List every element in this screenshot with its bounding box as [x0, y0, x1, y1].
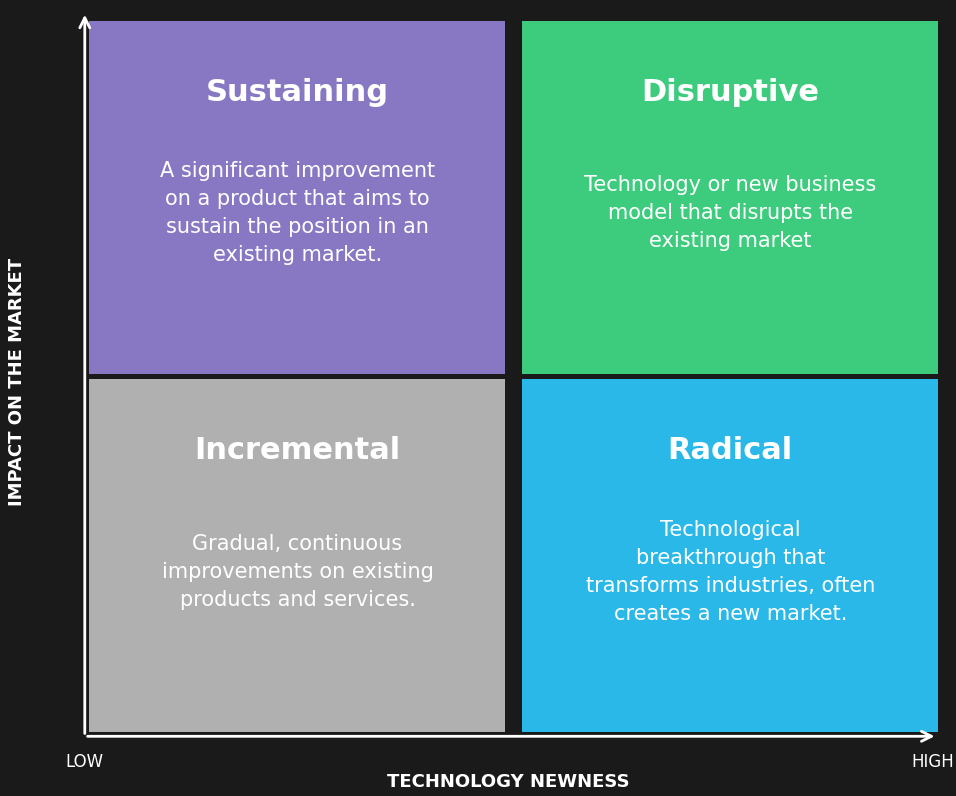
- Text: LOW: LOW: [66, 753, 104, 771]
- Text: Sustaining: Sustaining: [206, 78, 389, 107]
- Text: Technological
breakthrough that
transforms industries, often
creates a new marke: Technological breakthrough that transfor…: [586, 520, 875, 623]
- Text: IMPACT ON THE MARKET: IMPACT ON THE MARKET: [8, 258, 26, 506]
- Text: TECHNOLOGY NEWNESS: TECHNOLOGY NEWNESS: [387, 773, 630, 790]
- FancyBboxPatch shape: [90, 21, 506, 374]
- Text: Incremental: Incremental: [194, 436, 401, 465]
- Text: A significant improvement
on a product that aims to
sustain the position in an
e: A significant improvement on a product t…: [160, 162, 435, 265]
- FancyBboxPatch shape: [90, 379, 506, 732]
- Text: Gradual, continuous
improvements on existing
products and services.: Gradual, continuous improvements on exis…: [162, 533, 433, 610]
- Text: HIGH: HIGH: [911, 753, 954, 771]
- Text: Disruptive: Disruptive: [641, 78, 819, 107]
- FancyBboxPatch shape: [522, 21, 938, 374]
- FancyBboxPatch shape: [522, 379, 938, 732]
- Text: Technology or new business
model that disrupts the
existing market: Technology or new business model that di…: [584, 175, 877, 252]
- Text: Radical: Radical: [667, 436, 793, 465]
